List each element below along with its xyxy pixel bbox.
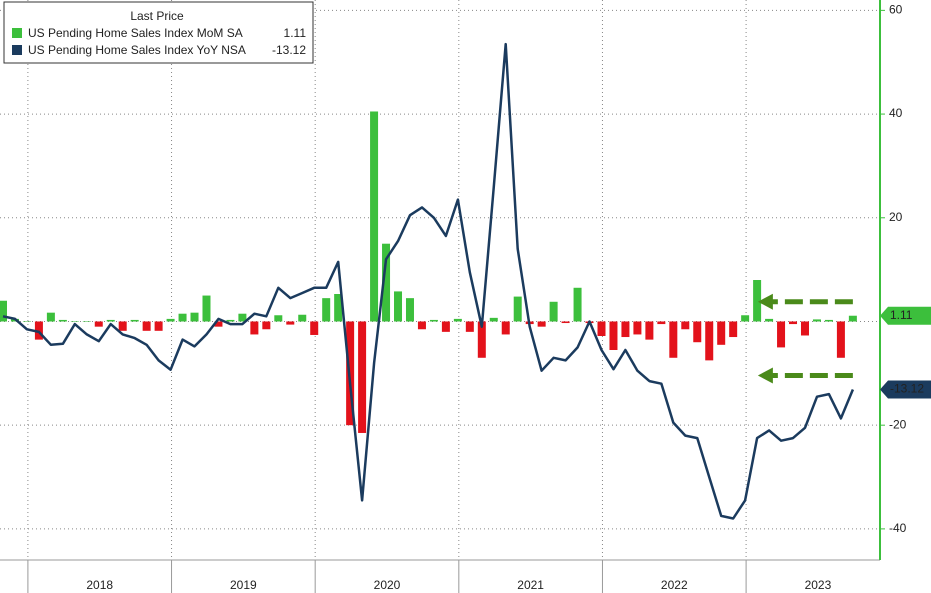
- bar: [836, 321, 845, 358]
- annotation-arrowhead: [757, 293, 773, 310]
- bar: [46, 312, 55, 322]
- y-tick-label: -40: [889, 521, 907, 535]
- bar: [130, 319, 139, 322]
- bar: [597, 321, 606, 336]
- bar: [82, 321, 91, 322]
- bar: [753, 280, 762, 322]
- bar: [178, 313, 187, 322]
- bar: [262, 321, 271, 330]
- line: [2, 42, 855, 520]
- y-tick-label: 60: [889, 3, 903, 17]
- bar: [334, 294, 343, 322]
- bar: [537, 321, 546, 327]
- bar: [322, 298, 331, 322]
- x-tick-label: 2020: [374, 578, 401, 592]
- legend-label: US Pending Home Sales Index YoY NSA: [28, 43, 246, 57]
- bar: [453, 318, 462, 322]
- bar: [789, 321, 798, 325]
- y-tick-label: 40: [889, 106, 903, 120]
- bar: [394, 291, 403, 322]
- bar: [22, 321, 31, 322]
- bar: [370, 111, 379, 322]
- last-value-tag: [880, 380, 931, 399]
- bar: [94, 321, 103, 327]
- x-tick-label: 2023: [805, 578, 832, 592]
- bar: [765, 318, 774, 322]
- bar: [417, 321, 426, 330]
- legend: Last Price US Pending Home Sales Index M…: [3, 1, 314, 64]
- bar: [70, 321, 79, 322]
- last-value-label: 1.11: [890, 308, 913, 322]
- bar: [633, 321, 642, 335]
- bar: [465, 321, 474, 332]
- bar: [501, 321, 510, 335]
- bar: [382, 243, 391, 322]
- legend-box: [3, 1, 314, 64]
- y-tick-label: -20: [889, 417, 907, 431]
- legend-swatch: [12, 45, 22, 55]
- bar: [274, 315, 283, 322]
- bar: [777, 321, 786, 348]
- bar: [717, 321, 726, 345]
- bar: [166, 318, 175, 322]
- last-value-label: -13.12: [890, 382, 924, 396]
- bar: [405, 298, 414, 322]
- bar: [214, 321, 223, 327]
- bar: [441, 321, 450, 332]
- bar: [812, 319, 821, 322]
- legend-value: 1.11: [284, 26, 307, 40]
- bar: [513, 296, 522, 322]
- x-tick-label: 2019: [230, 578, 257, 592]
- bar: [190, 312, 199, 322]
- bar: [226, 319, 235, 322]
- bar: [645, 321, 654, 340]
- bar: [669, 321, 678, 358]
- legend-label: US Pending Home Sales Index MoM SA: [28, 26, 243, 40]
- bar: [310, 321, 319, 335]
- y-tick-label: 20: [889, 210, 903, 224]
- bar: [58, 319, 67, 322]
- bar: [250, 321, 259, 335]
- annotation-arrowhead: [757, 367, 773, 384]
- legend-value: -13.12: [272, 43, 306, 57]
- bar: [705, 321, 714, 361]
- bar: [0, 300, 7, 322]
- bar: [118, 321, 127, 331]
- bar: [34, 321, 43, 340]
- x-tick-label: 2018: [86, 578, 113, 592]
- bar: [358, 321, 367, 433]
- last-value-tag: [880, 306, 931, 325]
- x-tick-label: 2022: [661, 578, 688, 592]
- bar: [800, 321, 809, 336]
- x-tick-label: 2021: [517, 578, 544, 592]
- bar: [561, 321, 570, 324]
- bar: [741, 315, 750, 322]
- bar: [142, 321, 151, 331]
- bar: [298, 314, 307, 322]
- bar: [154, 321, 163, 331]
- bar: [202, 295, 211, 322]
- bar: [609, 321, 618, 350]
- bar: [549, 301, 558, 322]
- bar: [429, 319, 438, 322]
- bar: [573, 287, 582, 322]
- bar: [681, 321, 690, 330]
- bar: [286, 321, 295, 325]
- bar: [848, 315, 857, 322]
- legend-title: Last Price: [130, 9, 184, 23]
- bar: [477, 321, 486, 358]
- bar: [824, 319, 833, 322]
- bar: [657, 321, 666, 325]
- bar: [106, 319, 115, 322]
- bar: [489, 317, 498, 322]
- bar: [238, 313, 247, 322]
- bar: [693, 321, 702, 343]
- bar: [729, 321, 738, 338]
- legend-swatch: [12, 28, 22, 38]
- bar: [621, 321, 630, 338]
